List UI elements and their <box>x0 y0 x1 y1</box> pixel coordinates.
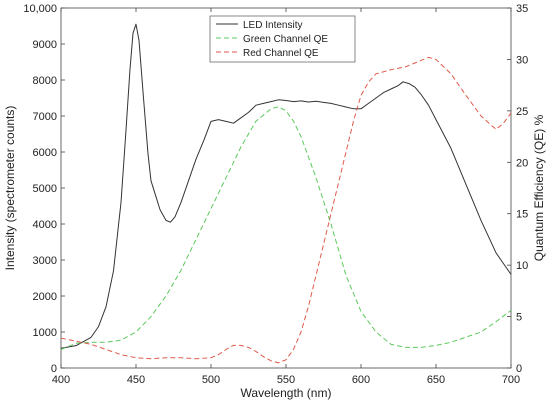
legend: LED Intensity Green Channel QE Red Chann… <box>209 15 356 63</box>
x-tick-label: 500 <box>202 374 220 386</box>
y-left-tick-label: 7000 <box>33 111 57 123</box>
legend-label-led-intensity: LED Intensity <box>243 20 302 31</box>
y-left-axis-title: Intensity (spectrometer counts) <box>3 106 17 271</box>
y-left-tick-label: 10,000 <box>23 3 57 15</box>
y-right-tick-label: 20 <box>516 157 528 169</box>
y-left-tick-label: 8000 <box>33 75 57 87</box>
y-right-tick-label: 15 <box>516 209 528 221</box>
y-right-axis-title: Quantum Efficiency (QE) % <box>532 114 546 261</box>
x-tick-label: 600 <box>352 374 370 386</box>
legend-label-green-channel-qe: Green Channel QE <box>243 34 328 45</box>
y-left-axis-ticks: 0 1000 2000 3000 4000 5000 6000 7000 8000 9000 10,… <box>23 3 65 375</box>
x-axis-ticks: 400 450 500 550 600 650 700 <box>52 8 520 386</box>
y-right-tick-label: 0 <box>516 363 522 375</box>
plot-area <box>60 7 512 369</box>
legend-label-red-channel-qe: Red Channel QE <box>243 48 319 59</box>
y-left-tick-label: 2000 <box>33 291 57 303</box>
x-tick-label: 650 <box>427 374 445 386</box>
y-right-tick-label: 25 <box>516 106 528 118</box>
y-left-tick-label: 0 <box>51 363 57 375</box>
y-right-tick-label: 5 <box>516 312 522 324</box>
x-tick-label: 450 <box>127 374 145 386</box>
y-right-tick-label: 10 <box>516 260 528 272</box>
x-tick-label: 400 <box>52 374 70 386</box>
y-right-tick-label: 30 <box>516 54 528 66</box>
y-left-tick-label: 5000 <box>33 183 57 195</box>
series-line-red-channel-qe <box>60 56 512 364</box>
y-right-axis-ticks: 0 5 10 15 20 25 30 35 <box>507 3 528 375</box>
y-left-tick-label: 3000 <box>33 255 57 267</box>
series-layer <box>60 23 512 364</box>
x-tick-label: 700 <box>502 374 520 386</box>
y-left-tick-label: 6000 <box>33 147 57 159</box>
x-axis-title: Wavelength (nm) <box>241 386 332 400</box>
y-left-tick-label: 4000 <box>33 219 57 231</box>
x-tick-label: 550 <box>277 374 295 386</box>
y-left-tick-label: 9000 <box>33 39 57 51</box>
series-line-green-channel-qe <box>60 106 512 350</box>
y-left-tick-label: 1000 <box>33 327 57 339</box>
y-right-tick-label: 35 <box>516 3 528 15</box>
series-line-led-intensity <box>60 23 512 349</box>
